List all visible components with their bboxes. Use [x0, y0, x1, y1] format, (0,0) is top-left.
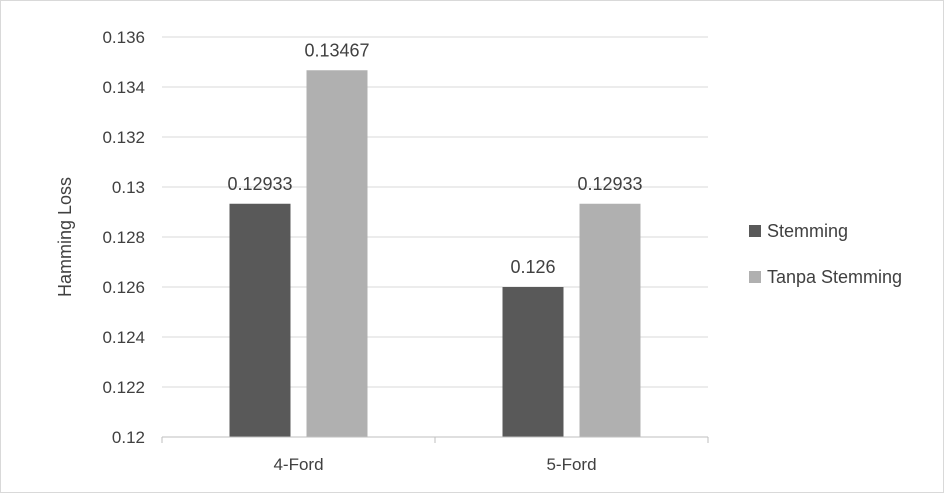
x-axis: 4-Ford 5-Ford: [161, 436, 709, 474]
legend-label: Tanpa Stemming: [767, 267, 902, 287]
x-tick-label: 4-Ford: [273, 455, 323, 474]
bar-stemming: [502, 287, 564, 437]
legend-swatch: [749, 225, 761, 237]
y-tick-label: 0.13: [112, 178, 145, 197]
y-tick-label: 0.128: [102, 228, 145, 247]
bar-stemming: [229, 203, 291, 437]
data-label: 0.126: [510, 257, 555, 277]
y-tick-label: 0.136: [102, 28, 145, 47]
bar-tanpa-stemming: [579, 203, 641, 437]
legend: Stemming Tanpa Stemming: [749, 221, 902, 287]
y-axis-ticks: 0.12 0.122 0.124 0.126 0.128 0.13 0.132 0.134 0.…: [102, 28, 145, 447]
x-tick-label: 5-Ford: [546, 455, 596, 474]
legend-label: Stemming: [767, 221, 848, 241]
y-tick-label: 0.12: [112, 428, 145, 447]
data-label: 0.12933: [227, 174, 292, 194]
legend-swatch: [749, 271, 761, 283]
data-label: 0.12933: [577, 174, 642, 194]
y-axis-title: Hamming Loss: [55, 177, 75, 297]
bar-tanpa-stemming: [306, 70, 368, 437]
data-labels: 0.12933 0.126 0.13467 0.12933: [227, 40, 642, 277]
bars: [229, 70, 641, 437]
y-tick-label: 0.122: [102, 378, 145, 397]
data-label: 0.13467: [304, 40, 369, 60]
y-tick-label: 0.124: [102, 328, 145, 347]
y-tick-label: 0.126: [102, 278, 145, 297]
y-tick-label: 0.134: [102, 78, 145, 97]
y-tick-label: 0.132: [102, 128, 145, 147]
